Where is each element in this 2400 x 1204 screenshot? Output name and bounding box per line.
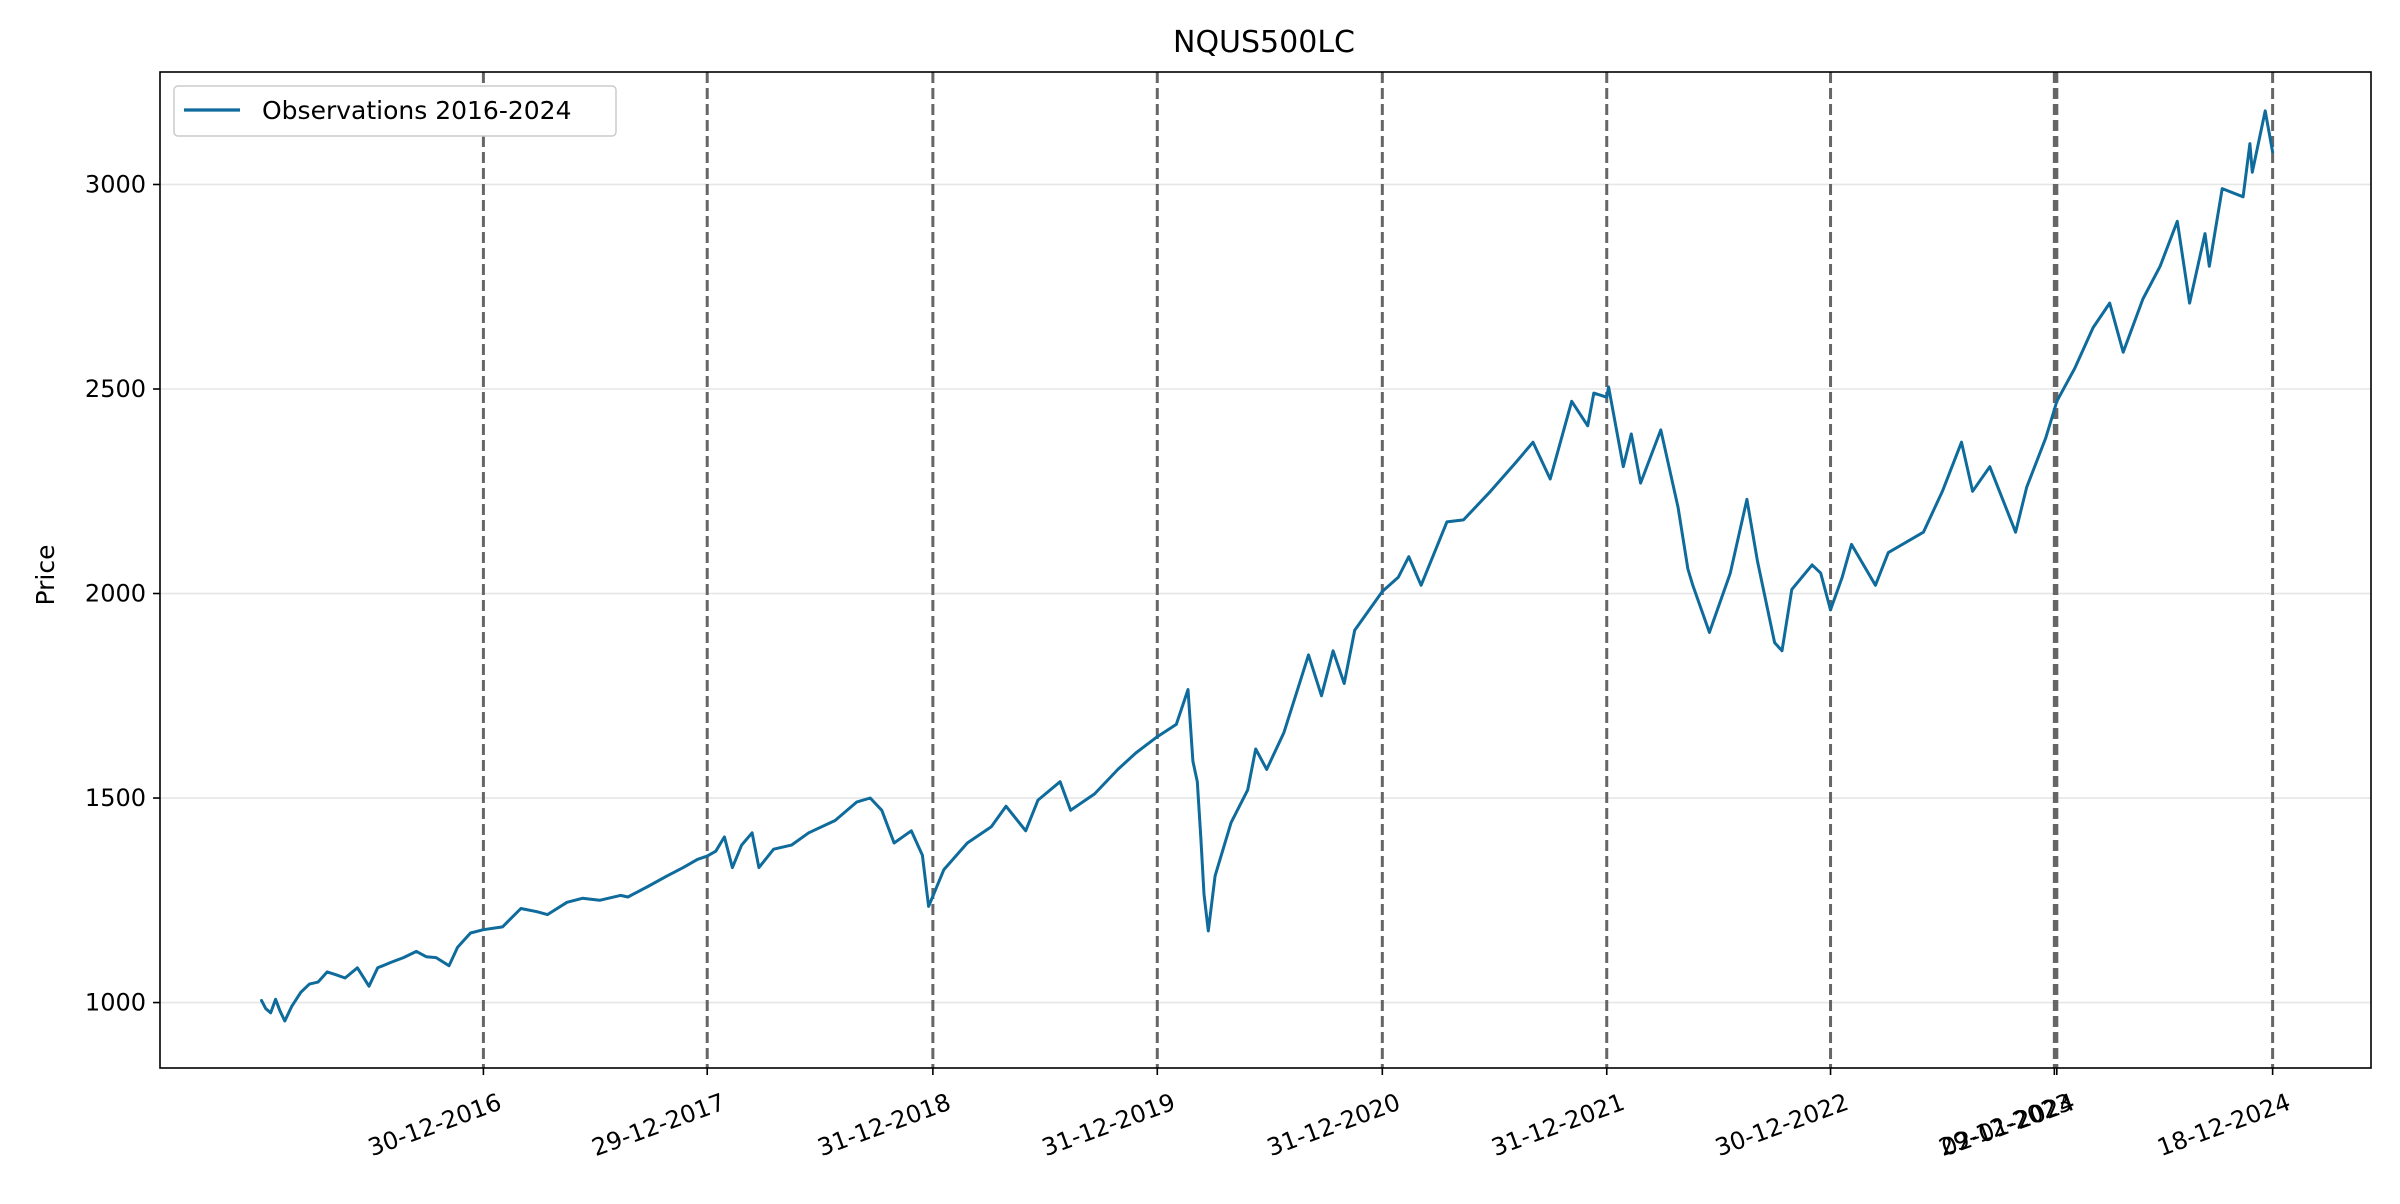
plot-frame — [159, 71, 2372, 1069]
y-axis-label: Price — [31, 545, 60, 606]
series-line — [260, 109, 2275, 1023]
legend-box — [173, 85, 617, 137]
legend: Observations 2016-2024 — [173, 85, 617, 137]
x-tick-label: 18-12-2024 — [2154, 1088, 2295, 1162]
y-tick-label: 1500 — [85, 784, 146, 812]
y-tick-label: 2500 — [85, 375, 146, 403]
x-axis: 30-12-2016 29-12-2017 31-12-2018 31-12-2019… — [364, 1068, 2294, 1162]
series-layer — [260, 109, 2275, 1023]
grid-layer — [160, 183, 2371, 1004]
y-tick-label: 3000 — [85, 170, 146, 198]
x-tick-label: 29-12-2017 — [588, 1088, 729, 1162]
x-tick-label: 31-12-2018 — [814, 1088, 955, 1162]
x-tick-label: 31-12-2021 — [1488, 1088, 1629, 1162]
x-tick-label: 31-12-2019 — [1038, 1088, 1179, 1162]
x-tick-label: 02-01-2024 — [1938, 1088, 2079, 1162]
chart-title: NQUS500LC — [1173, 25, 1355, 60]
x-tick-label: 30-12-2016 — [364, 1088, 505, 1162]
y-tick-label: 1000 — [85, 989, 146, 1017]
y-tick-label: 2000 — [85, 580, 146, 608]
x-tick-label: 30-12-2022 — [1711, 1088, 1852, 1162]
vertical-lines-layer — [481, 72, 2275, 1068]
y-axis: 1000 1500 2000 2500 3000 — [85, 170, 160, 1017]
legend-label: Observations 2016-2024 — [262, 96, 571, 125]
x-tick-label: 31-12-2020 — [1263, 1088, 1404, 1162]
